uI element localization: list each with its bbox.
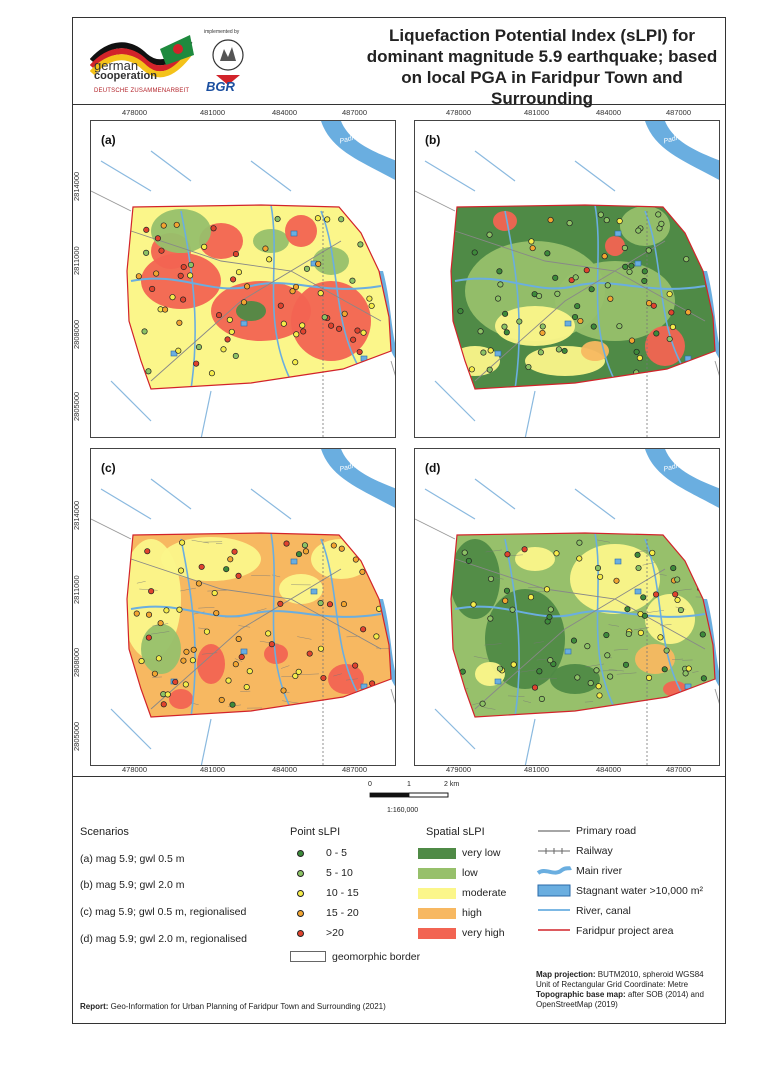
x-tick: 478000	[122, 765, 148, 774]
map-b-canvas	[415, 121, 719, 437]
spatial-class-label: very low	[462, 847, 501, 859]
railway-label: Railway	[576, 845, 613, 857]
scenario-a: (a) mag 5.9; gwl 0.5 m	[80, 853, 185, 865]
point-class-dot	[297, 870, 304, 877]
point-class-label: 10 - 15	[326, 887, 359, 899]
geomorphic-border-label: geomorphic border	[332, 951, 421, 963]
german-cooperation-logo	[90, 35, 194, 78]
stagnant-water-symbol	[537, 884, 571, 897]
map-title: Liquefaction Potential Index (sLPI) for …	[366, 26, 718, 108]
spatial-class-swatch	[418, 888, 456, 899]
point-class-dot	[297, 850, 304, 857]
spatial-class-swatch	[418, 928, 456, 939]
x-tick: 481000	[200, 108, 226, 117]
spatial-class-swatch	[418, 848, 456, 859]
scale-ratio: 1:160,000	[387, 807, 419, 814]
y-tick: 2808000	[72, 319, 81, 349]
main-river-label: Main river	[576, 865, 623, 877]
implemented-by-text: implemented by	[204, 29, 240, 35]
scale-zero: 0	[368, 781, 372, 788]
x-tick: 484000	[272, 108, 298, 117]
x-tick: 478000	[446, 108, 472, 117]
river-canal-label: River, canal	[576, 905, 631, 917]
x-tick: 484000	[596, 108, 622, 117]
spatial-class-label: moderate	[462, 887, 507, 899]
primary-road-label: Primary road	[576, 825, 637, 837]
x-tick: 487000	[666, 108, 692, 117]
x-tick: 481000	[524, 765, 550, 774]
scenario-c: (c) mag 5.9; gwl 0.5 m, regionalised	[80, 906, 247, 918]
scenario-b: (b) mag 5.9; gwl 2.0 m	[80, 879, 185, 891]
scale-one: 1	[407, 781, 411, 788]
header: german cooperation DEUTSCHE ZUSAMMENARBE…	[72, 17, 726, 108]
map-a-canvas	[91, 121, 395, 437]
stagnant-water-label: Stagnant water >10,000 m²	[576, 885, 703, 897]
x-tick: 484000	[272, 765, 298, 774]
x-tick: 487000	[342, 108, 368, 117]
bgr-logo	[212, 39, 244, 85]
x-tick: 487000	[342, 765, 368, 774]
panel-label: (d)	[425, 461, 441, 475]
x-tick: 478000	[122, 108, 148, 117]
panel-label: (b)	[425, 133, 441, 147]
geomorphic-border-swatch	[290, 951, 326, 962]
y-tick: 2811000	[72, 246, 81, 275]
y-tick: 2814000	[72, 500, 81, 530]
scale-two: 2 km	[444, 781, 460, 788]
spatial-class-swatch	[418, 868, 456, 879]
spatial-class-swatch	[418, 908, 456, 919]
x-tick: 481000	[524, 108, 550, 117]
report-info: Report: Geo-Information for Urban Planni…	[80, 1002, 386, 1011]
map-panel-d: (d) Padma River	[414, 448, 720, 766]
y-tick: 2814000	[72, 171, 81, 201]
point-class-label: 5 - 10	[326, 867, 353, 879]
spatial-class-label: very high	[462, 927, 505, 939]
map-panel-c: (c) Padma River	[90, 448, 396, 766]
german-cooperation-subtext: DEUTSCHE ZUSAMMENARBEIT	[94, 88, 190, 94]
x-tick: 484000	[596, 765, 622, 774]
point-class-label: >20	[326, 927, 344, 939]
point-class-label: 15 - 20	[326, 907, 359, 919]
map-panel-a: (a) Padma River	[90, 120, 396, 438]
main-river-symbol	[536, 866, 572, 875]
y-tick: 2805000	[72, 721, 81, 751]
point-slpi-title: Point sLPI	[290, 826, 341, 838]
point-class-dot	[297, 890, 304, 897]
spatial-class-label: high	[462, 907, 482, 919]
y-tick: 2805000	[72, 391, 81, 421]
map-c-canvas	[91, 449, 395, 765]
bgr-text: BGR	[206, 79, 235, 94]
point-class-label: 0 - 5	[326, 847, 348, 859]
scenario-d: (d) mag 5.9; gwl 2.0 m, regionalised	[80, 933, 247, 945]
line-symbols	[536, 830, 572, 931]
spatial-class-label: low	[462, 867, 478, 879]
projection-info: Map projection: BUTM2010, spheroid WGS84…	[536, 970, 704, 1009]
german-cooperation-text: german cooperation	[94, 58, 157, 82]
spatial-slpi-title: Spatial sLPI	[426, 826, 485, 838]
x-tick: 487000	[666, 765, 692, 774]
scenarios-title: Scenarios	[80, 826, 129, 838]
scale-bar	[369, 792, 449, 798]
y-tick: 2808000	[72, 647, 81, 677]
map-sheet-frame	[72, 17, 726, 1024]
map-d-canvas	[415, 449, 719, 765]
railway-symbol	[538, 848, 570, 854]
y-tick: 2811000	[72, 575, 81, 604]
project-area-label: Faridpur project area	[576, 925, 674, 937]
map-section: 478000 481000 484000 487000 478000 48100…	[72, 105, 726, 777]
point-class-dot	[297, 930, 304, 937]
map-panel-b: (b) Padma River	[414, 120, 720, 438]
panel-label: (a)	[101, 133, 116, 147]
panel-label: (c)	[101, 461, 116, 475]
x-tick: 479000	[446, 765, 472, 774]
x-tick: 481000	[200, 765, 226, 774]
point-class-dot	[297, 910, 304, 917]
